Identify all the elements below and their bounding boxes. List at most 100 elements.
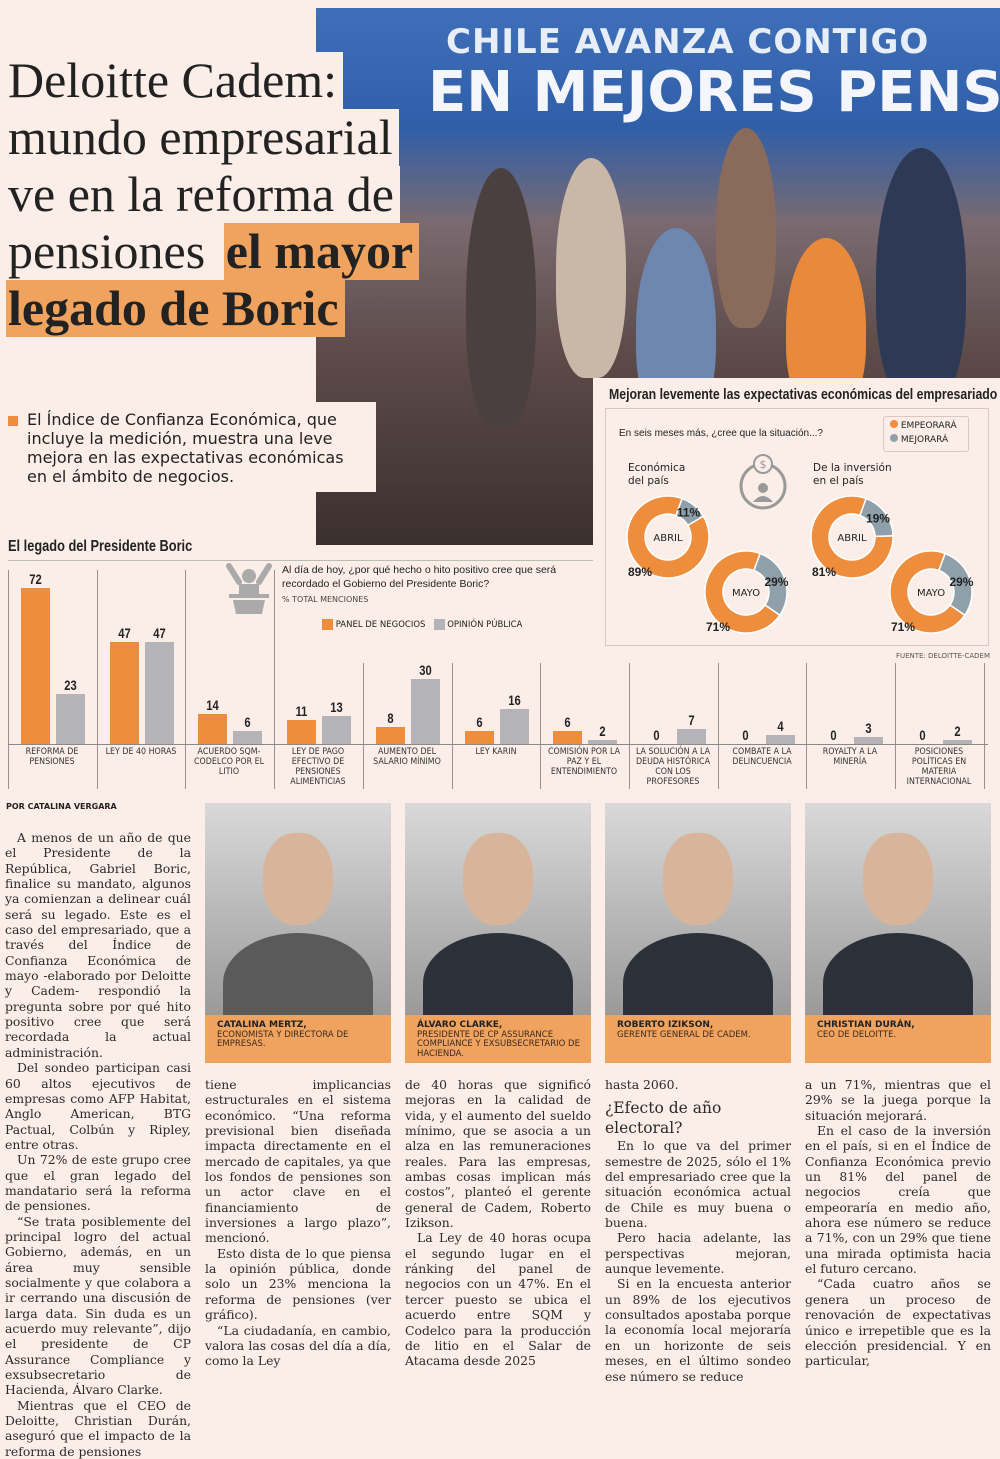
category-label: ACUERDO SQM-CODELCO POR EL LITIO (194, 747, 265, 777)
bar-opinion-publica (943, 739, 972, 744)
bar-chart: 72 23 REFORMA DE PENSIONES 47 47 LEY DE 40 HO… (0, 560, 1000, 800)
bar-opinion-publica (144, 642, 174, 744)
bar-value-label: 2 (599, 722, 606, 739)
donut-legend: EMPEORARÁ MEJORARÁ (883, 416, 969, 452)
empeorara-value: 81% (812, 565, 836, 579)
bar-value-label: 3 (865, 720, 872, 737)
group-divider (185, 570, 187, 789)
category-label: LA SOLUCIÓN A LA DEUDA HISTÓRICA CON LOS… (635, 747, 710, 787)
legend-label: OPINIÓN PÚBLICA (447, 620, 523, 630)
paragraph: tiene implicancias estructurales en el s… (205, 1077, 391, 1246)
empeorara-value: 71% (706, 620, 730, 634)
donut-center-label: ABRIL (653, 533, 683, 544)
person-role: ECONOMISTA Y DIRECTORA DE EMPRESAS. (217, 1029, 349, 1049)
donut-frame (605, 408, 989, 646)
paragraph: A menos de un año de que el Presidente d… (5, 830, 191, 1060)
category-label: LEY DE PAGO EFECTIVO DE PENSIONES ALIMEN… (290, 747, 346, 787)
legend-swatch-mejorara (890, 434, 898, 442)
paragraph: Mientras que el CEO de Deloitte, Christi… (5, 1397, 191, 1459)
event-photo: CHILE AVANZA CONTIGO EN MEJORES PENSIONE… (316, 8, 1000, 545)
person-name: CATALINA MERTZ, (217, 1020, 307, 1030)
bar-value-label: 4 (776, 718, 784, 735)
donut-slice-empeorara (810, 495, 894, 579)
portrait-caption: ROBERTO IZIKSON, GERENTE GENERAL DE CADE… (605, 1015, 791, 1063)
article-column-4: hasta 2060. ¿Efecto de año electoral? En… (605, 1077, 791, 1384)
portrait-photo (605, 803, 791, 1015)
paragraph: Si en la encuesta anterior un 89% de los… (605, 1276, 791, 1384)
portrait-photo (805, 803, 991, 1015)
portrait-caption: ÁLVARO CLARKE, PRESIDENTE DE CP ASSURANC… (405, 1015, 591, 1063)
bar-value-label: 7 (688, 711, 695, 728)
bar-value-label: 6 (475, 713, 483, 730)
bar-value-label: 2 (954, 722, 961, 739)
headline-line: ve en la reforma de (6, 166, 400, 223)
bar-panel-negocios (464, 730, 494, 744)
paragraph: En el caso de la inversión en el país, s… (805, 1123, 991, 1277)
article-column-5: a un 71%, mientras que el 29% se la jueg… (805, 1077, 991, 1369)
bullet-square-icon (8, 416, 18, 426)
bar-value-label: 6 (244, 713, 252, 730)
intro-summary: El Índice de Confianza Económica, que in… (0, 402, 376, 492)
bar-value-label: 0 (653, 727, 660, 743)
category-label: REFORMA DE PENSIONES (25, 747, 79, 767)
portrait-caption: CATALINA MERTZ, ECONOMISTA Y DIRECTORA D… (205, 1015, 391, 1063)
bar-value-label: 72 (29, 570, 42, 587)
donut-title: Mejoran levemente las expectativas econó… (609, 386, 998, 403)
paragraph: hasta 2060. (605, 1077, 679, 1092)
donut-charts: ABRIL 11% 89% MAYO 29% 71% ABRIL 19% 81% MAYO 29% 7… (626, 495, 974, 634)
paragraph: Del sondeo participan casi 60 altos ejec… (5, 1060, 191, 1152)
group-divider (628, 663, 630, 789)
donut-slice-empeorara (889, 550, 966, 634)
bar-value-label: 6 (564, 713, 571, 730)
bar-value-label: 0 (741, 727, 749, 743)
person-role: PRESIDENTE DE CP ASSURANCE COMPLIANCE Y … (417, 1029, 580, 1059)
money-people-icon: $ (739, 454, 787, 510)
article-column-1: A menos de un año de que el Presidente d… (5, 830, 191, 1459)
bar-legend: PANEL DE NEGOCIOS OPINIÓN PÚBLICA (322, 619, 522, 630)
group-divider (540, 663, 542, 789)
category-label: ROYALTY A LA MINERÍA (823, 747, 878, 767)
bar-panel-negocios (198, 713, 228, 744)
bar-opinion-publica (410, 678, 440, 744)
mejorara-value: 11% (677, 505, 701, 519)
bar-panel-negocios (375, 726, 405, 744)
bar-value-label: 30 (419, 661, 432, 678)
group-divider (8, 570, 9, 789)
bar-value-label: 23 (64, 677, 77, 694)
bar-panel-negocios (109, 642, 139, 744)
donut-center-label: MAYO (917, 588, 945, 599)
mejorara-value: 29% (764, 575, 788, 589)
article-column-2: tiene implicancias estructurales en el s… (205, 1077, 391, 1369)
legend-swatch-public (433, 619, 445, 630)
group-divider (983, 663, 985, 789)
bar-opinion-publica (765, 735, 795, 744)
bar-opinion-publica (676, 728, 706, 744)
bar-panel-negocios (287, 720, 317, 744)
paragraph: “Cada cuatro años se genera un proceso d… (805, 1276, 991, 1369)
bar-question: Al día de hoy, ¿por qué hecho o hito pos… (282, 564, 557, 590)
headline: Deloitte Cadem: mundo empresarial ve en … (6, 52, 420, 337)
bar-value-label: 0 (830, 727, 837, 743)
person-name: ÁLVARO CLARKE, (417, 1020, 503, 1030)
headline-line: pensiones (6, 223, 212, 280)
category-label: AUMENTO DEL SALARIO MÍNIMO (372, 747, 441, 767)
paragraph: En lo que va del primer semestre de 2025… (605, 1138, 791, 1231)
bar-opinion-publica (854, 737, 884, 744)
paragraph: Un 72% de este grupo cree que el gran le… (5, 1152, 191, 1214)
photo-banner-bottom: EN MEJORES PENSIONES (428, 60, 1000, 125)
donut-center-label: ABRIL (837, 533, 867, 544)
group-divider (451, 663, 453, 789)
intro-text: El Índice de Confianza Económica, que in… (27, 410, 344, 486)
headline-highlight: el mayor (223, 223, 420, 280)
empeorara-value: 89% (628, 565, 652, 579)
bar-opinion-publica (588, 739, 618, 744)
x-axis (8, 744, 988, 745)
group-divider (362, 663, 364, 789)
group-divider (895, 663, 896, 789)
legend-label: EMPEORARÁ (900, 421, 957, 431)
group-divider (717, 663, 719, 789)
mejorara-value: 29% (949, 575, 973, 589)
group-divider (274, 570, 276, 789)
bar-value-label: 47 (152, 625, 166, 641)
paragraph: “La ciudadanía, en cambio, valora las co… (205, 1322, 391, 1369)
